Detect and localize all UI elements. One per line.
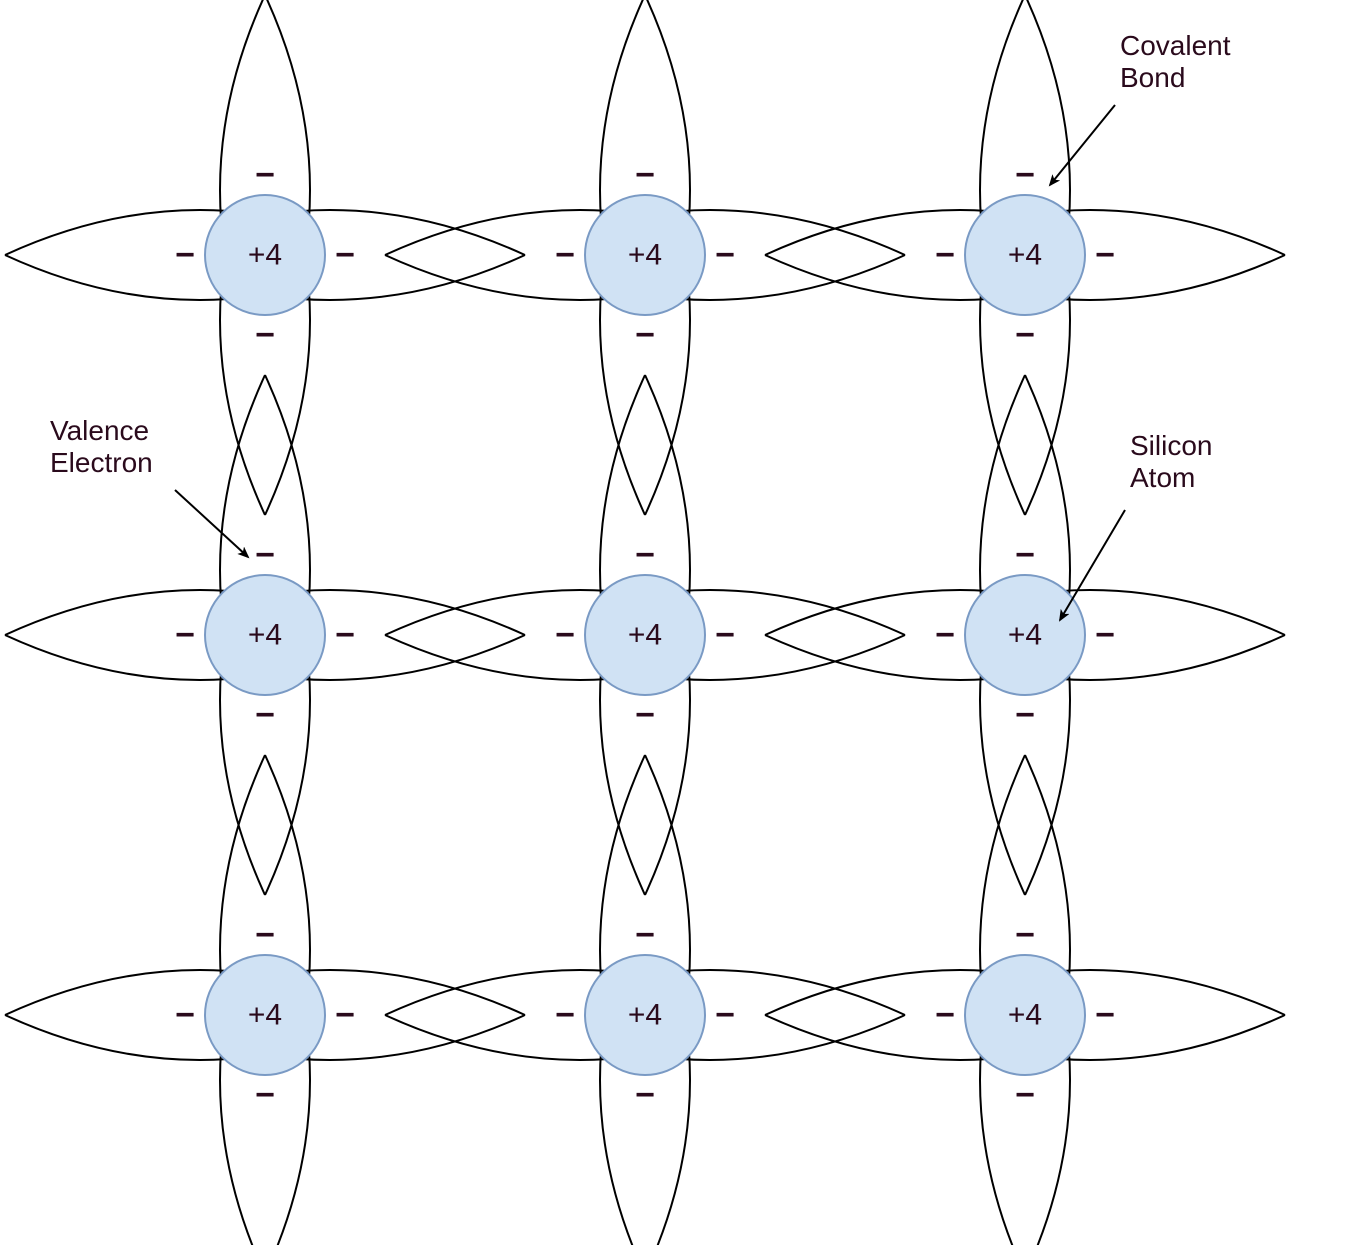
atom-charge-label: +4 [1008, 999, 1042, 1032]
valence-electron: − [715, 996, 735, 1034]
valence-electron: − [635, 696, 655, 734]
annotation-text: Covalent [1120, 30, 1231, 61]
valence-electron: − [1015, 536, 1035, 574]
valence-electron: − [635, 1076, 655, 1114]
valence-electron: − [715, 616, 735, 654]
valence-electron: − [935, 236, 955, 274]
valence-electron: − [1015, 156, 1035, 194]
valence-electron: − [935, 996, 955, 1034]
annotation-text: Atom [1130, 462, 1195, 493]
silicon-atom: +4 [965, 195, 1085, 315]
annotation-text: Bond [1120, 62, 1185, 93]
atom-charge-label: +4 [248, 999, 282, 1032]
valence-electron: − [255, 156, 275, 194]
valence-electron: − [335, 236, 355, 274]
valence-electron: − [635, 536, 655, 574]
valence-electron: − [1095, 996, 1115, 1034]
valence-electron: − [335, 616, 355, 654]
valence-electron: − [175, 236, 195, 274]
atom-charge-label: +4 [1008, 239, 1042, 272]
valence-electron: − [175, 616, 195, 654]
silicon-atom: +4 [585, 575, 705, 695]
valence-electron: − [175, 996, 195, 1034]
atom-charge-label: +4 [628, 239, 662, 272]
valence-electron: − [335, 996, 355, 1034]
valence-electron: − [1015, 916, 1035, 954]
valence-electron: − [555, 616, 575, 654]
atom-charge-label: +4 [628, 999, 662, 1032]
valence-electron: − [635, 156, 655, 194]
silicon-atom: +4 [205, 955, 325, 1075]
valence-electron: − [555, 996, 575, 1034]
silicon-atom: +4 [965, 575, 1085, 695]
valence-electron: − [255, 916, 275, 954]
annotation-text: Silicon [1130, 430, 1212, 461]
valence-electron: − [1095, 616, 1115, 654]
valence-electron: − [715, 236, 735, 274]
annotation-text: Valence [50, 415, 149, 446]
valence-electron: − [1015, 316, 1035, 354]
valence-electron: − [255, 316, 275, 354]
valence-electron: − [255, 696, 275, 734]
valence-electron: − [635, 916, 655, 954]
annotation-text: Electron [50, 447, 153, 478]
silicon-atom: +4 [585, 955, 705, 1075]
valence-electron: − [635, 316, 655, 354]
silicon-atom: +4 [965, 955, 1085, 1075]
valence-electron: − [1095, 236, 1115, 274]
silicon-lattice-diagram: +4 +4 +4 +4 +4 +4 +4 +4 +4 − − − − − − − − − − − − − − − − − − − − − −… [0, 0, 1350, 1245]
valence-electron: − [935, 616, 955, 654]
valence-electron: − [555, 236, 575, 274]
atom-charge-label: +4 [248, 239, 282, 272]
atom-charge-label: +4 [248, 619, 282, 652]
valence-electron: − [255, 1076, 275, 1114]
silicon-atom: +4 [205, 195, 325, 315]
atom-charge-label: +4 [628, 619, 662, 652]
atom-charge-label: +4 [1008, 619, 1042, 652]
valence-electron: − [255, 536, 275, 574]
silicon-atom: +4 [205, 575, 325, 695]
silicon-atom: +4 [585, 195, 705, 315]
valence-electron: − [1015, 696, 1035, 734]
valence-electron: − [1015, 1076, 1035, 1114]
